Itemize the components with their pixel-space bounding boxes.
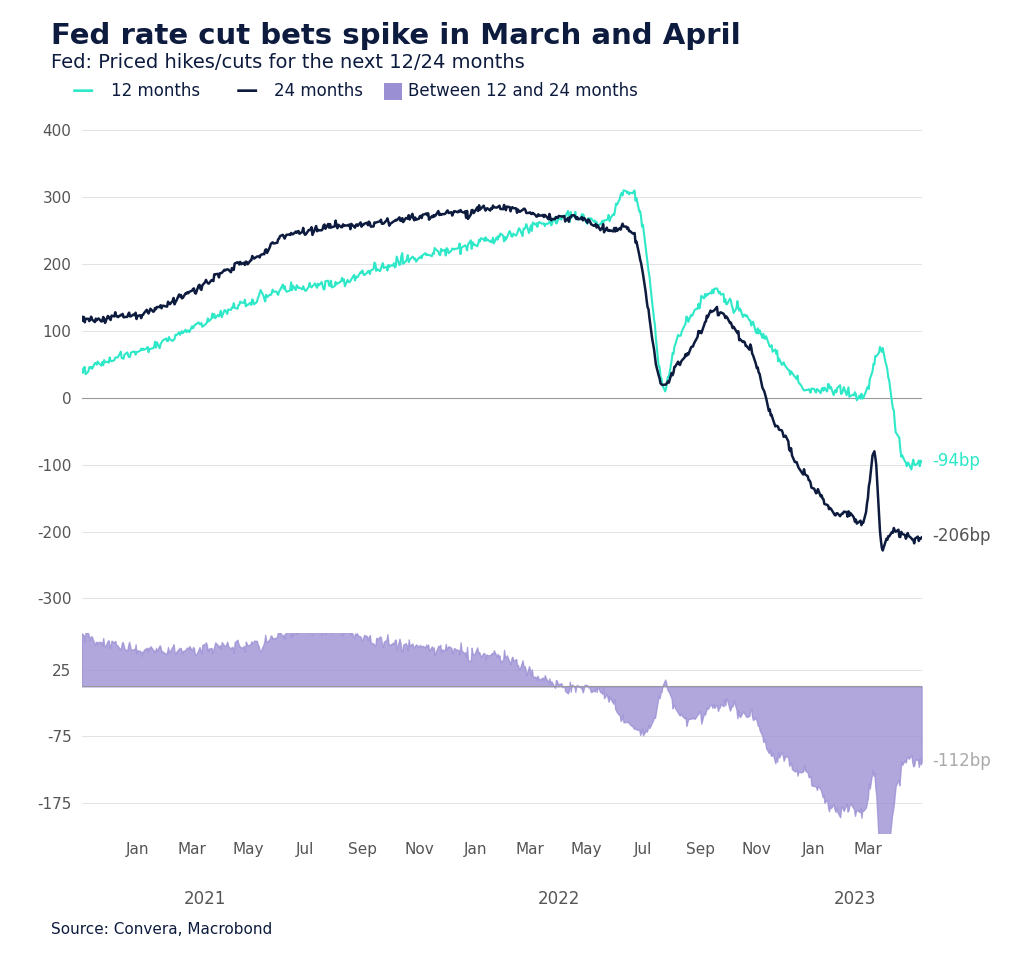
Text: —: — xyxy=(236,81,258,101)
Text: -206bp: -206bp xyxy=(933,527,991,544)
Text: Fed: Priced hikes/cuts for the next 12/24 months: Fed: Priced hikes/cuts for the next 12/2… xyxy=(51,53,525,72)
Text: Source: Convera, Macrobond: Source: Convera, Macrobond xyxy=(51,922,272,937)
Text: 12 months: 12 months xyxy=(111,82,200,100)
Text: Between 12 and 24 months: Between 12 and 24 months xyxy=(408,82,637,100)
Text: -94bp: -94bp xyxy=(933,451,981,469)
Text: -112bp: -112bp xyxy=(933,752,991,770)
Text: 2023: 2023 xyxy=(834,890,877,907)
Text: 2022: 2022 xyxy=(538,890,580,907)
Text: Fed rate cut bets spike in March and April: Fed rate cut bets spike in March and Apr… xyxy=(51,22,741,50)
Text: 24 months: 24 months xyxy=(274,82,364,100)
Text: —: — xyxy=(72,81,94,101)
Text: 2021: 2021 xyxy=(184,890,226,907)
